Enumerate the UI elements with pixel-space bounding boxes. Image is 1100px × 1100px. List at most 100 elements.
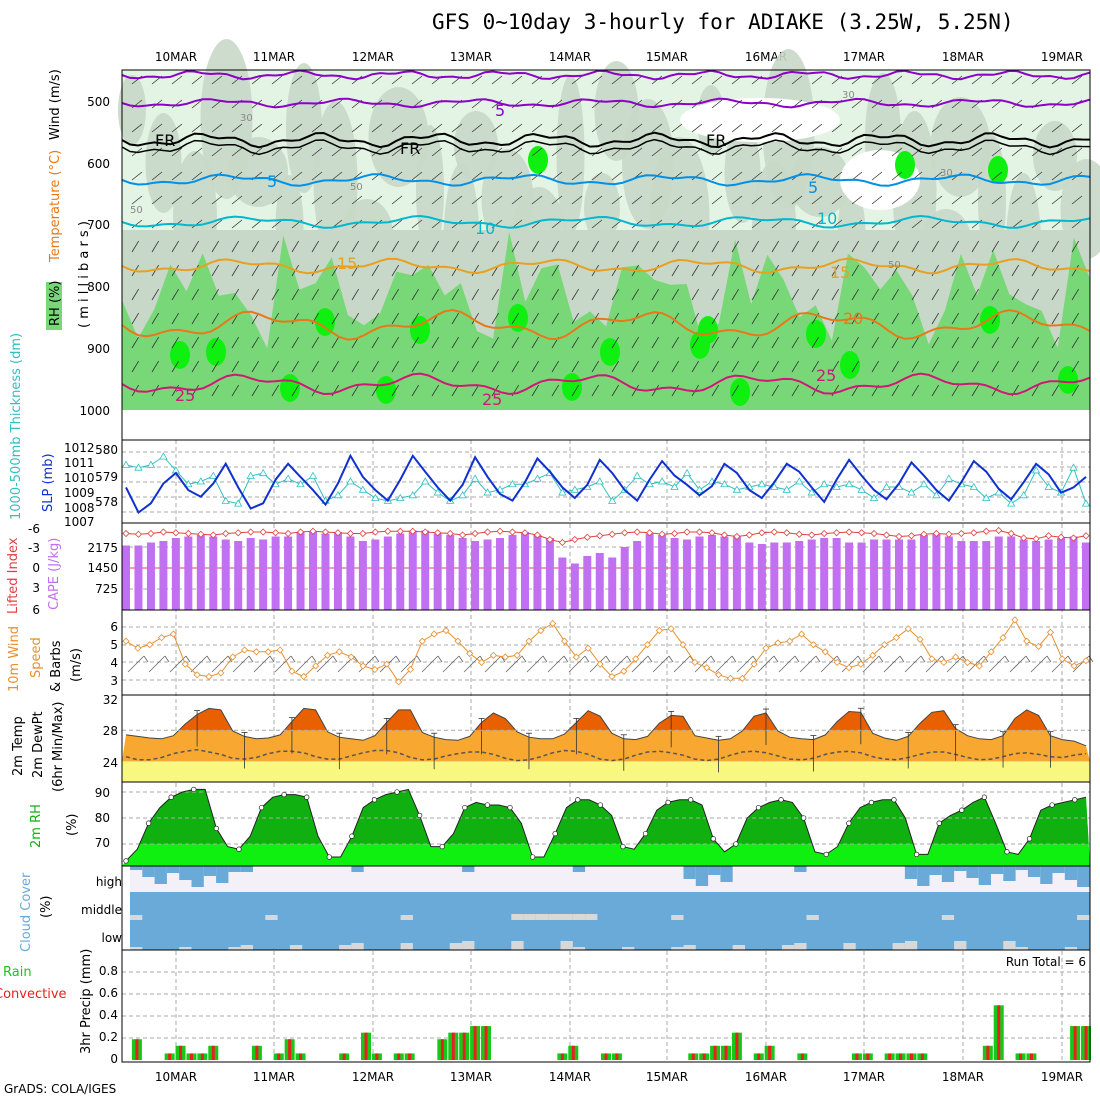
wind-barb	[231, 384, 240, 397]
precip-bar-convective	[1029, 1053, 1033, 1060]
wind-barb	[991, 147, 1003, 157]
wind-speed-point	[632, 655, 640, 663]
wind-barb	[591, 75, 603, 85]
top-date-label: 10MAR	[155, 50, 197, 64]
lifted-index-line-point	[783, 529, 791, 537]
wind-speed-point	[335, 648, 343, 656]
rh-point	[642, 830, 649, 837]
wind-barb-flag	[668, 655, 674, 663]
wind-barb	[711, 195, 723, 205]
rh-point	[688, 797, 694, 803]
rh-saturated-blob	[528, 146, 548, 174]
wind-barb-flag	[227, 655, 233, 663]
cape-tick-725: 725	[95, 582, 118, 596]
wind-barb	[711, 171, 723, 181]
rh-point	[213, 825, 220, 832]
wind-speed-line	[125, 618, 1087, 683]
wind-barb-10m	[400, 655, 418, 673]
wind-barb	[831, 171, 843, 181]
wind-barb	[291, 360, 300, 373]
wind-barb	[251, 288, 260, 301]
wind-barb	[191, 264, 200, 277]
wind-barb	[231, 288, 240, 301]
wind-barb	[991, 195, 1003, 205]
wind-barb-flag	[311, 655, 317, 663]
wind-barb	[971, 147, 983, 157]
cape-ticks: 2175 1450 725	[87, 541, 118, 596]
wind-barb	[731, 171, 743, 181]
wind-barb	[331, 360, 340, 373]
wind-barb	[1051, 171, 1063, 181]
cloud-low-cell	[289, 945, 303, 950]
wind-speed-point	[240, 646, 249, 654]
wind-barb	[151, 123, 163, 133]
wind-speed-point	[869, 651, 877, 659]
wind-barb	[991, 360, 1000, 373]
wind-barb	[991, 75, 1003, 85]
run-total-annotation: Run Total = 6	[1006, 955, 1086, 969]
cloud-high-cell	[683, 866, 696, 879]
rh-point	[1072, 797, 1078, 803]
rh-unit: (%)	[65, 814, 80, 837]
rh-point	[326, 854, 332, 860]
wind-barb	[631, 195, 643, 205]
cape-bar	[496, 538, 505, 610]
wind-barb	[471, 123, 483, 133]
wind-barb	[691, 75, 703, 85]
wind-barb	[391, 219, 403, 229]
precip-bar-convective	[768, 1045, 772, 1060]
wind-barb	[1031, 312, 1040, 325]
wind-speed-point	[477, 658, 486, 666]
cape-bar	[645, 533, 654, 610]
wind-barb-10m	[127, 655, 145, 673]
wind-barb	[251, 264, 260, 277]
precip-bar-convective	[691, 1053, 695, 1060]
rh-point	[529, 854, 536, 860]
rh-point	[710, 836, 716, 842]
temp-ylabel-3-group: (6hr Min/Max)	[51, 702, 66, 792]
temp-contour-5	[121, 173, 1091, 187]
cloud-low-cell	[671, 947, 684, 950]
cape-bar	[807, 539, 816, 610]
wind-speed-point	[584, 644, 592, 652]
wind-barb	[531, 312, 540, 325]
cloud-low-cell	[339, 945, 352, 950]
wind-barb	[571, 360, 580, 373]
wind-barb	[571, 336, 580, 349]
rh-saturated-blob	[988, 156, 1008, 184]
wind-barb	[311, 195, 323, 205]
wind-barb	[571, 288, 580, 301]
wind-barb-10m	[505, 655, 523, 673]
wind-barb	[231, 240, 240, 253]
precip-ylabel: 3hr Precip (mm)	[79, 949, 94, 1054]
wind-barb	[391, 195, 403, 205]
rh-point	[236, 846, 242, 852]
wind-speed-point	[904, 625, 912, 633]
thickness-ylabel: 1000-500mb Thickness (dm)	[9, 333, 24, 520]
rh-saturated-blob	[170, 341, 190, 369]
lifted-index-line-point	[882, 531, 891, 539]
cape-bar	[458, 538, 467, 610]
wind-barb	[1031, 384, 1040, 397]
temp-ylabel-1-group: 2m Temp	[11, 716, 26, 776]
rh-point	[755, 804, 762, 811]
wind-barb	[771, 384, 780, 397]
wind-barb	[611, 312, 620, 325]
wind-barb	[171, 336, 180, 349]
cloud-high-cell	[1015, 866, 1028, 870]
lifted-index-line-point	[982, 527, 990, 535]
cape-bar	[358, 541, 367, 610]
wind-barb	[351, 147, 363, 157]
wind-barb	[231, 219, 243, 229]
wind-barb	[851, 264, 860, 277]
wind-barb	[491, 336, 500, 349]
thickness-line-point	[358, 485, 368, 493]
thickness-line-point	[246, 471, 255, 479]
lifted-index-line-point	[459, 531, 467, 539]
rh-point	[394, 789, 400, 795]
wind-barb-flag	[248, 655, 254, 663]
rh-point	[371, 797, 378, 803]
rh-point	[484, 802, 491, 808]
panel-borders	[121, 69, 1091, 1063]
wind-speed-point	[750, 660, 758, 668]
